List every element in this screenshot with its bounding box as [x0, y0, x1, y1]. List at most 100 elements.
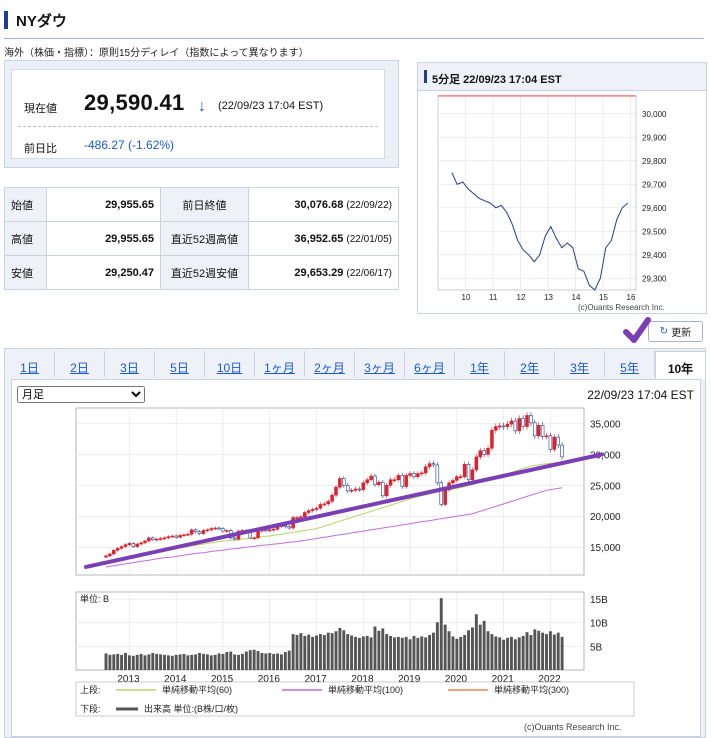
volume-bar	[389, 635, 393, 670]
candle	[486, 447, 490, 455]
candle	[474, 456, 479, 471]
volume-bar	[221, 653, 225, 670]
stat-label: 直近52週安値	[160, 255, 249, 290]
tab-1ヶ月[interactable]: 1ヶ月	[255, 351, 305, 377]
volume-bar	[439, 598, 443, 670]
tab-3ヶ月[interactable]: 3ヶ月	[355, 351, 405, 377]
intraday-y-tick: 29,400	[642, 251, 667, 260]
volume-bar	[552, 634, 556, 670]
stat-value: 29,955.65	[46, 221, 161, 256]
tab-2日[interactable]: 2日	[55, 351, 105, 377]
tab-5日[interactable]: 5日	[155, 351, 205, 377]
volume-bar	[490, 634, 494, 670]
volume-bar	[322, 635, 326, 670]
volume-bar	[248, 650, 252, 670]
volume-bar	[237, 654, 240, 670]
volume-bar	[545, 634, 548, 670]
volume-bar	[428, 635, 432, 670]
candle	[264, 529, 268, 532]
stat-value: 29,250.47	[46, 255, 161, 290]
candle	[127, 543, 132, 545]
volume-bar	[116, 653, 120, 670]
candle	[458, 476, 463, 478]
candle	[381, 481, 385, 497]
price-timestamp: (22/09/23 17:04 EST)	[218, 100, 324, 112]
tab-3日[interactable]: 3日	[105, 351, 155, 377]
candle	[443, 489, 447, 505]
volume-bar	[509, 636, 513, 670]
volume-bar	[217, 653, 221, 670]
tab-3年[interactable]: 3年	[555, 351, 605, 377]
volume-bar	[513, 639, 517, 670]
tab-2年[interactable]: 2年	[505, 351, 555, 377]
candle	[345, 485, 350, 492]
x-tick-year: 2015	[211, 674, 234, 685]
candle	[509, 420, 514, 425]
candle	[416, 473, 420, 477]
volume-bar	[470, 627, 474, 670]
intraday-y-tick: 29,800	[642, 157, 667, 166]
volume-y-tick: 10B	[590, 619, 608, 630]
tab-2ヶ月[interactable]: 2ヶ月	[305, 351, 355, 377]
candle	[408, 473, 412, 476]
period-select[interactable]: 月足	[17, 386, 145, 403]
candle	[326, 501, 330, 505]
tab-10日[interactable]: 10日	[205, 351, 255, 377]
intraday-credit: (c)Ouants Research Inc.	[578, 303, 665, 312]
volume-bar	[432, 632, 435, 670]
refresh-icon: ↻	[659, 326, 669, 337]
refresh-button[interactable]: ↻ 更新	[648, 321, 703, 342]
tab-1年[interactable]: 1年	[455, 351, 505, 377]
candle	[462, 463, 467, 477]
intraday-x-tick: 16	[627, 293, 636, 302]
tab-1日[interactable]: 1日	[5, 351, 55, 377]
volume-bar	[342, 630, 346, 670]
main-chart-area: 月足 22/09/23 17:04 EST 35,000 30,000 25,000…	[11, 379, 701, 737]
tab-6ヶ月[interactable]: 6ヶ月	[405, 351, 455, 377]
candle	[388, 479, 393, 486]
price-y-tick: 15,000	[590, 543, 621, 554]
volume-bar	[120, 654, 124, 670]
header-accent-bar	[4, 11, 8, 29]
candle	[205, 529, 210, 532]
intraday-x-tick: 10	[462, 293, 471, 302]
legend-box	[75, 681, 635, 717]
price-y-tick: 35,000	[590, 419, 621, 430]
candle	[209, 528, 214, 531]
volume-bar	[377, 630, 381, 670]
candle	[455, 476, 459, 481]
stat-label: 安値	[4, 255, 47, 290]
volume-bar	[338, 627, 342, 670]
candle	[306, 510, 311, 513]
candle	[384, 485, 389, 497]
stat-label: 前日終値	[160, 187, 249, 222]
candle	[119, 546, 124, 549]
candle	[505, 423, 510, 427]
candle	[108, 553, 112, 557]
volume-bar	[354, 636, 357, 670]
volume-bar	[537, 630, 541, 670]
candle	[396, 475, 401, 481]
volume-bar	[159, 654, 163, 670]
delay-note: 海外（株価・指標）：原則15分ディレイ（指数によって異なります）	[4, 48, 309, 59]
volume-bar	[240, 653, 244, 670]
volume-bar	[459, 636, 463, 670]
tab-5年[interactable]: 5年	[605, 351, 655, 377]
stat-label: 直近52週高値	[160, 221, 249, 256]
volume-bar	[396, 636, 400, 670]
volume-bar	[155, 653, 159, 670]
candle	[330, 494, 334, 502]
intraday-y-tick: 29,700	[642, 180, 667, 189]
candle	[501, 425, 506, 428]
intraday-chart: 30,000 29,900 29,800 29,700 29,600 29,500 29,4…	[437, 95, 667, 312]
candle	[131, 543, 136, 547]
candle	[104, 555, 108, 558]
volume-bar	[541, 632, 545, 670]
volume-bar	[412, 635, 416, 670]
tab-10年[interactable]: 10年	[655, 351, 705, 379]
candle	[466, 463, 471, 481]
candle	[490, 429, 494, 449]
x-tick-year: 2017	[305, 674, 328, 685]
candle	[295, 517, 299, 519]
volume-bar	[404, 636, 408, 670]
